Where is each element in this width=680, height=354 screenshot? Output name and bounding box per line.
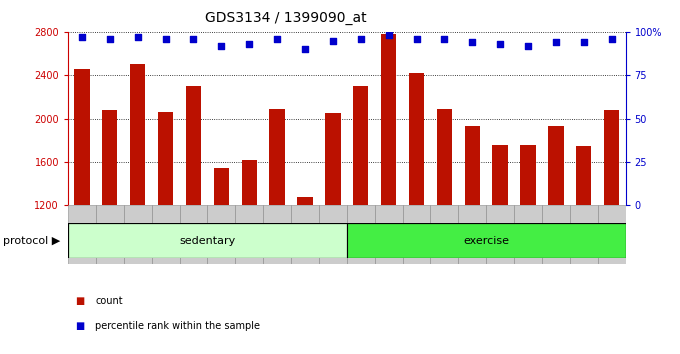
Point — [384, 33, 394, 38]
Point — [188, 36, 199, 42]
Bar — [492, 144, 508, 335]
Bar — [297, 196, 313, 335]
Point — [551, 39, 562, 45]
Bar — [353, 86, 369, 335]
Bar — [403, 205, 430, 264]
Point — [411, 36, 422, 42]
Bar — [269, 109, 285, 335]
Bar — [241, 160, 257, 335]
Bar — [235, 205, 263, 264]
Bar — [263, 205, 291, 264]
Bar — [102, 110, 118, 335]
Text: ■: ■ — [75, 321, 84, 331]
Bar — [96, 205, 124, 264]
Bar — [152, 205, 180, 264]
Point — [578, 39, 589, 45]
Bar — [437, 109, 452, 335]
Bar — [570, 205, 598, 264]
Bar — [74, 69, 90, 335]
Point — [272, 36, 283, 42]
Bar — [409, 73, 424, 335]
Bar — [319, 205, 347, 264]
Bar — [520, 144, 536, 335]
Text: sedentary: sedentary — [180, 236, 235, 246]
Point — [607, 36, 617, 42]
Bar — [68, 223, 347, 258]
Bar — [375, 205, 403, 264]
Bar — [325, 113, 341, 335]
Bar — [381, 34, 396, 335]
Bar — [464, 126, 480, 335]
Text: count: count — [95, 296, 123, 306]
Bar — [430, 205, 458, 264]
Bar — [207, 205, 235, 264]
Bar — [291, 205, 319, 264]
Text: percentile rank within the sample: percentile rank within the sample — [95, 321, 260, 331]
Text: protocol ▶: protocol ▶ — [3, 236, 61, 246]
Bar — [548, 126, 564, 335]
Bar — [598, 205, 626, 264]
Point — [439, 36, 450, 42]
Point — [160, 36, 171, 42]
Point — [299, 46, 310, 52]
Point — [244, 41, 255, 47]
Point — [216, 43, 227, 48]
Text: ■: ■ — [75, 296, 84, 306]
Bar — [458, 205, 486, 264]
Bar — [542, 205, 570, 264]
Bar — [347, 223, 626, 258]
Bar — [347, 205, 375, 264]
Bar — [124, 205, 152, 264]
Point — [104, 36, 115, 42]
Point — [466, 39, 477, 45]
Point — [132, 34, 143, 40]
Text: GDS3134 / 1399090_at: GDS3134 / 1399090_at — [205, 11, 367, 25]
Bar — [68, 205, 96, 264]
Point — [328, 38, 339, 44]
Bar — [214, 169, 229, 335]
Bar — [514, 205, 542, 264]
Point — [76, 34, 87, 40]
Bar — [604, 110, 619, 335]
Bar — [180, 205, 207, 264]
Point — [495, 41, 506, 47]
Bar — [158, 112, 173, 335]
Point — [522, 43, 533, 48]
Point — [355, 36, 366, 42]
Text: exercise: exercise — [463, 236, 509, 246]
Bar — [130, 64, 146, 335]
Bar — [486, 205, 514, 264]
Bar — [576, 146, 592, 335]
Bar — [186, 86, 201, 335]
